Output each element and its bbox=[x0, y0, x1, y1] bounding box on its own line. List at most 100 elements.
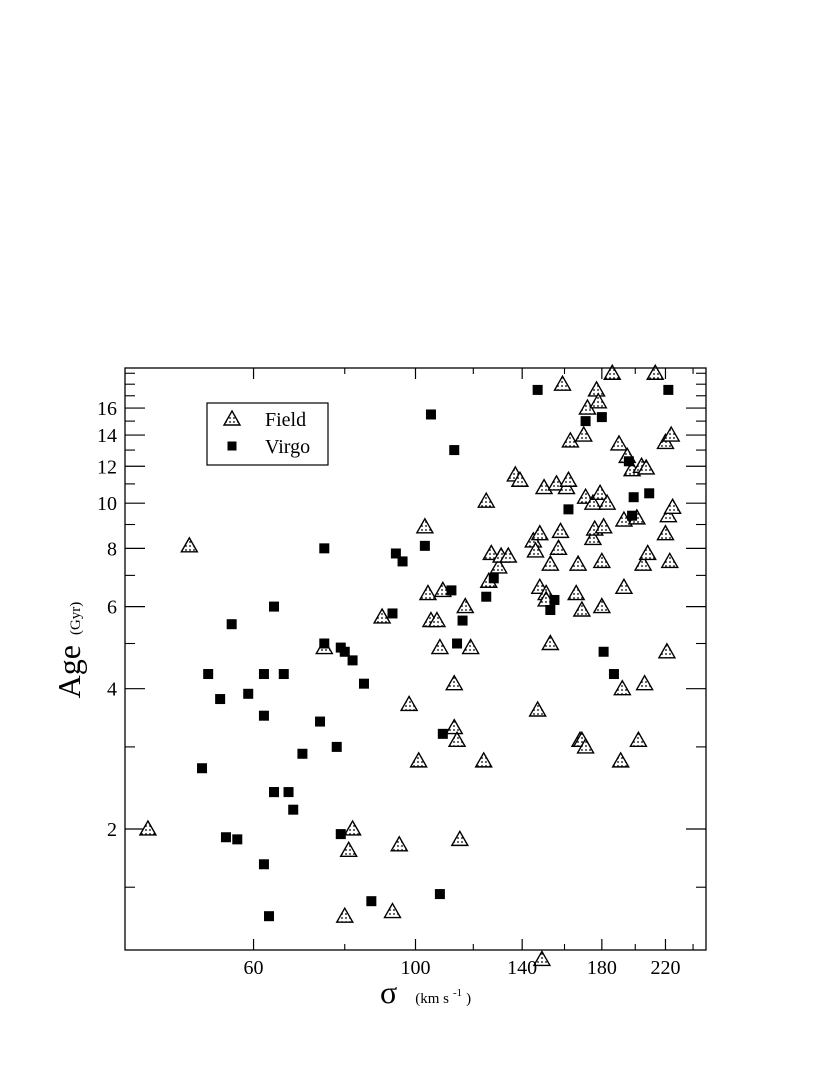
virgo-point bbox=[628, 492, 639, 503]
virgo-point bbox=[596, 412, 607, 423]
field-point bbox=[636, 458, 656, 475]
field-point bbox=[659, 506, 678, 523]
field-point bbox=[450, 829, 470, 847]
virgo-point bbox=[232, 834, 243, 845]
field-point bbox=[611, 751, 630, 768]
field-point bbox=[415, 517, 435, 534]
x-axis-unit-close: ) bbox=[466, 991, 471, 1007]
field-point bbox=[646, 363, 665, 380]
virgo-point bbox=[608, 669, 619, 680]
field-point bbox=[583, 493, 603, 510]
field-point bbox=[409, 751, 428, 768]
field-point bbox=[603, 363, 622, 380]
field-point bbox=[383, 902, 402, 919]
virgo-point bbox=[419, 540, 430, 551]
y-tick-label: 14 bbox=[97, 425, 117, 447]
virgo-point bbox=[366, 896, 377, 907]
field-point bbox=[551, 521, 570, 539]
virgo-point bbox=[488, 573, 499, 584]
svg-text:σ (km s -1 ): σ (km s -1 ) bbox=[380, 974, 471, 1010]
field-point bbox=[418, 584, 438, 601]
field-point bbox=[474, 751, 493, 768]
field-point bbox=[590, 483, 610, 501]
field-point bbox=[399, 695, 419, 712]
field-point bbox=[456, 597, 475, 614]
field-point bbox=[461, 638, 480, 655]
virgo-point bbox=[220, 832, 231, 843]
field-point bbox=[629, 730, 648, 747]
tick-labels: 60 100 140 180 220 2 4 6 8 10 12 14 16 bbox=[97, 398, 680, 979]
virgo-point bbox=[627, 510, 638, 521]
x-axis-title: σ (km s -1 ) bbox=[380, 974, 471, 1010]
field-point bbox=[430, 638, 450, 655]
field-point bbox=[489, 557, 508, 574]
field-point bbox=[390, 835, 409, 852]
virgo-point bbox=[397, 556, 408, 567]
field-point bbox=[445, 674, 464, 691]
field-point bbox=[528, 700, 547, 717]
legend-virgo-marker bbox=[227, 441, 237, 451]
virgo-point bbox=[331, 741, 342, 752]
svg-text:Age (Gyr): Age (Gyr) bbox=[51, 602, 87, 699]
virgo-point bbox=[457, 615, 468, 626]
y-axis-unit: (Gyr) bbox=[68, 602, 84, 635]
field-point bbox=[661, 425, 681, 442]
virgo-point bbox=[258, 710, 269, 721]
virgo-point bbox=[278, 669, 289, 680]
field-point bbox=[343, 819, 362, 836]
virgo-point bbox=[269, 601, 280, 612]
legend: Field Virgo bbox=[206, 402, 329, 466]
legend-field-marker bbox=[222, 409, 242, 426]
virgo-point bbox=[319, 638, 330, 649]
field-point bbox=[561, 431, 580, 448]
virgo-point bbox=[297, 748, 308, 759]
virgo-point bbox=[545, 604, 556, 615]
y-tick-label: 6 bbox=[107, 597, 117, 619]
field-point bbox=[589, 392, 608, 409]
x-tick-label: 140 bbox=[507, 957, 537, 979]
virgo-point bbox=[623, 456, 634, 467]
field-point bbox=[635, 674, 654, 691]
x-tick-label: 100 bbox=[401, 957, 431, 979]
legend-box bbox=[206, 402, 329, 466]
virgo-point bbox=[644, 488, 655, 499]
field-point bbox=[566, 584, 586, 601]
virgo-point bbox=[449, 445, 460, 456]
virgo-point bbox=[532, 384, 543, 395]
field-point bbox=[559, 470, 578, 487]
y-axis-title: Age (Gyr) bbox=[51, 602, 87, 699]
virgo-point bbox=[390, 548, 401, 559]
field-point bbox=[335, 906, 354, 923]
field-point bbox=[660, 552, 679, 569]
field-point bbox=[572, 600, 592, 617]
y-tick-label: 16 bbox=[97, 398, 117, 420]
virgo-point bbox=[347, 655, 358, 666]
field-point bbox=[526, 541, 545, 558]
y-axis-label: Age bbox=[51, 645, 87, 698]
virgo-point bbox=[563, 504, 574, 515]
virgo-point bbox=[663, 384, 674, 395]
field-point bbox=[583, 529, 603, 546]
virgo-point bbox=[283, 787, 294, 798]
virgo-point bbox=[446, 585, 457, 596]
y-tick-label: 2 bbox=[107, 819, 117, 841]
field-point bbox=[339, 840, 358, 858]
field-point bbox=[568, 554, 588, 571]
field-point bbox=[553, 374, 572, 391]
field-point bbox=[541, 554, 560, 571]
x-tick-label: 180 bbox=[587, 957, 617, 979]
field-point bbox=[609, 434, 629, 451]
virgo-point bbox=[288, 804, 299, 815]
field-point bbox=[510, 470, 530, 487]
field-point bbox=[656, 524, 675, 541]
field-point bbox=[427, 611, 447, 628]
field-point bbox=[663, 497, 682, 514]
field-point bbox=[597, 493, 617, 510]
field-point bbox=[592, 552, 612, 569]
y-tick-label: 10 bbox=[97, 493, 117, 515]
axis-ticks bbox=[125, 368, 706, 950]
virgo-point bbox=[215, 694, 226, 705]
virgo-point bbox=[425, 409, 436, 420]
field-point bbox=[138, 819, 158, 836]
x-axis-unit: (km s bbox=[415, 991, 449, 1007]
